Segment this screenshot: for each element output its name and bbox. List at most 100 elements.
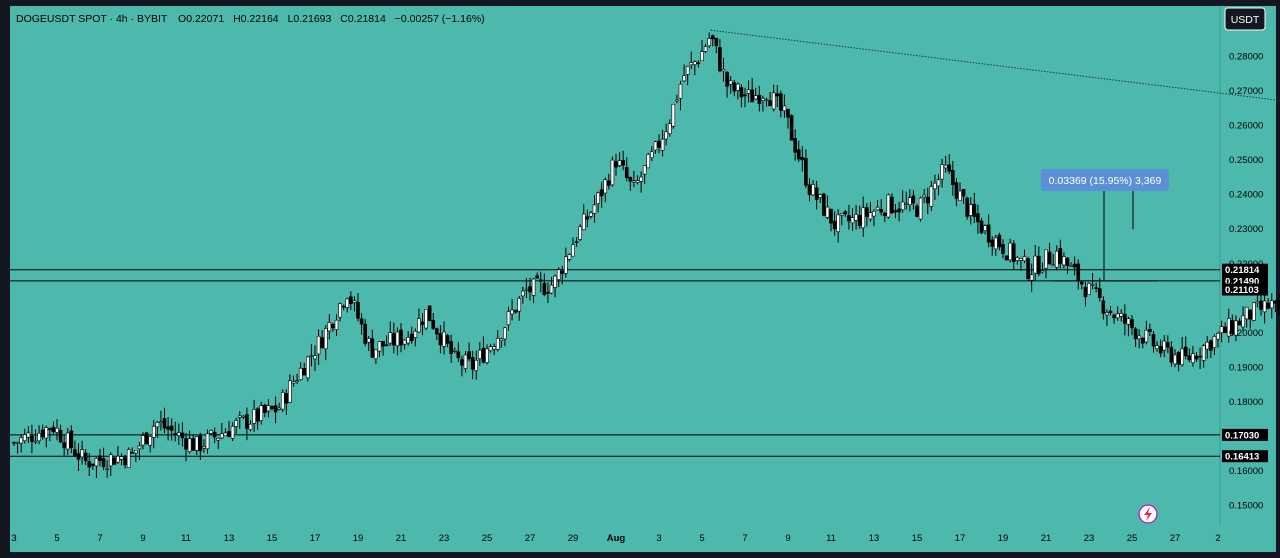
candle-up[interactable] bbox=[216, 437, 221, 450]
candle-down[interactable] bbox=[331, 322, 335, 332]
candle-down[interactable] bbox=[1047, 242, 1052, 265]
candle-down[interactable] bbox=[789, 114, 794, 141]
candle-down[interactable] bbox=[1001, 239, 1005, 259]
candle-down[interactable] bbox=[467, 342, 471, 362]
candle-down[interactable] bbox=[1148, 323, 1152, 337]
candle-down[interactable] bbox=[1169, 341, 1174, 367]
candle-down[interactable] bbox=[399, 323, 403, 353]
candle-down[interactable] bbox=[1151, 330, 1156, 353]
candle-up[interactable] bbox=[922, 189, 926, 204]
candle-down[interactable] bbox=[947, 154, 952, 175]
candle-down[interactable] bbox=[1198, 347, 1202, 370]
candle-up[interactable] bbox=[589, 210, 593, 219]
candle-up[interactable] bbox=[761, 95, 765, 112]
candle-up[interactable] bbox=[642, 165, 647, 185]
candle-up[interactable] bbox=[567, 253, 572, 262]
candle-up[interactable] bbox=[839, 213, 844, 226]
candle-down[interactable] bbox=[624, 157, 629, 182]
candle-up[interactable] bbox=[94, 457, 99, 478]
candle-up[interactable] bbox=[44, 425, 49, 448]
candle-up[interactable] bbox=[148, 436, 152, 453]
candle-down[interactable] bbox=[83, 449, 88, 465]
candle-down[interactable] bbox=[1108, 306, 1113, 316]
time-scale[interactable] bbox=[10, 524, 1276, 552]
candle-up[interactable] bbox=[671, 103, 676, 129]
candle-down[interactable] bbox=[847, 204, 851, 230]
candle-up[interactable] bbox=[875, 200, 880, 211]
candle-up[interactable] bbox=[1180, 336, 1184, 367]
candle-down[interactable] bbox=[1176, 351, 1181, 372]
candle-down[interactable] bbox=[1072, 256, 1077, 276]
candle-up[interactable] bbox=[402, 338, 407, 350]
candle-down[interactable] bbox=[169, 418, 174, 441]
candle-down[interactable] bbox=[470, 350, 475, 380]
candle-down[interactable] bbox=[1026, 256, 1030, 281]
candle-up[interactable] bbox=[259, 401, 264, 425]
candle-down[interactable] bbox=[1266, 298, 1270, 310]
candle-up[interactable] bbox=[1212, 334, 1217, 355]
candle-up[interactable] bbox=[413, 328, 418, 347]
candle-up[interactable] bbox=[474, 350, 479, 380]
candle-down[interactable] bbox=[130, 447, 135, 454]
candle-down[interactable] bbox=[538, 271, 543, 293]
candle-down[interactable] bbox=[198, 432, 203, 460]
candle-up[interactable] bbox=[549, 276, 554, 295]
candle-down[interactable] bbox=[997, 232, 1002, 251]
candle-up[interactable] bbox=[556, 267, 561, 288]
candle-up[interactable] bbox=[524, 278, 529, 299]
candle-down[interactable] bbox=[1004, 255, 1009, 261]
candle-down[interactable] bbox=[73, 440, 77, 458]
symbol-info[interactable]: DOGEUSDT SPOT · 4h · BYBIT O0.22071 H0.2… bbox=[16, 13, 485, 25]
candle-down[interactable] bbox=[628, 176, 633, 191]
descending-trendline[interactable] bbox=[710, 29, 1280, 210]
candle-down[interactable] bbox=[87, 453, 92, 477]
candle-up[interactable] bbox=[682, 64, 686, 83]
candle-down[interactable] bbox=[30, 424, 34, 454]
candle-up[interactable] bbox=[499, 337, 504, 348]
candle-up[interactable] bbox=[327, 314, 332, 340]
candle-up[interactable] bbox=[635, 175, 640, 185]
candle-down[interactable] bbox=[1130, 315, 1134, 336]
candle-up[interactable] bbox=[603, 177, 608, 203]
candle-down[interactable] bbox=[814, 180, 819, 210]
candle-down[interactable] bbox=[951, 160, 955, 196]
candle-up[interactable] bbox=[309, 343, 314, 367]
candle-down[interactable] bbox=[750, 77, 754, 103]
candle-down[interactable] bbox=[757, 85, 762, 112]
candle-down[interactable] bbox=[51, 421, 56, 435]
candle-up[interactable] bbox=[478, 341, 482, 366]
candle-up[interactable] bbox=[1115, 306, 1120, 321]
candle-down[interactable] bbox=[227, 421, 231, 438]
candle-up[interactable] bbox=[886, 193, 891, 219]
candle-down[interactable] bbox=[739, 84, 744, 108]
candle-up[interactable] bbox=[291, 375, 296, 387]
candle-down[interactable] bbox=[76, 443, 81, 472]
candle-down[interactable] bbox=[599, 182, 604, 208]
candle-down[interactable] bbox=[273, 396, 278, 424]
candle-down[interactable] bbox=[1194, 352, 1199, 362]
candle-down[interactable] bbox=[535, 272, 539, 279]
candle-up[interactable] bbox=[721, 57, 726, 82]
candle-up[interactable] bbox=[746, 80, 751, 103]
candle-up[interactable] bbox=[424, 309, 428, 331]
candle-down[interactable] bbox=[513, 309, 518, 314]
candle-up[interactable] bbox=[388, 321, 393, 346]
candle-down[interactable] bbox=[370, 329, 375, 359]
candle-up[interactable] bbox=[177, 423, 181, 446]
candle-down[interactable] bbox=[965, 196, 969, 220]
candle-down[interactable] bbox=[710, 34, 715, 47]
candle-up[interactable] bbox=[1234, 315, 1238, 342]
candle-up[interactable] bbox=[1126, 316, 1131, 337]
candle-down[interactable] bbox=[40, 424, 45, 440]
candle-down[interactable] bbox=[879, 199, 883, 216]
candle-down[interactable] bbox=[245, 407, 249, 441]
candle-up[interactable] bbox=[728, 76, 733, 94]
candle-up[interactable] bbox=[596, 191, 600, 213]
candle-down[interactable] bbox=[1037, 246, 1041, 277]
candle-up[interactable] bbox=[288, 374, 292, 403]
candle-up[interactable] bbox=[137, 441, 142, 461]
candle-up[interactable] bbox=[22, 428, 27, 444]
candle-up[interactable] bbox=[1022, 249, 1027, 264]
candle-up[interactable] bbox=[463, 351, 468, 373]
candle-down[interactable] bbox=[409, 326, 414, 344]
